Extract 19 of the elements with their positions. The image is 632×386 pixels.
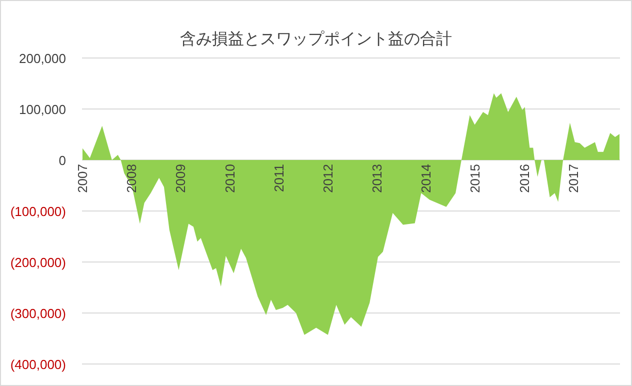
x-tick-label: 2016 — [516, 164, 532, 193]
x-tick-label: 2009 — [173, 164, 188, 193]
y-tick-label: (400,000) — [10, 357, 66, 372]
y-tick-label: (300,000) — [10, 306, 66, 321]
x-tick-label: 2007 — [75, 164, 90, 193]
y-tick-label: (200,000) — [10, 255, 66, 270]
x-tick-label: 2011 — [271, 164, 286, 192]
y-tick-label: 100,000 — [19, 102, 66, 117]
x-tick-label: 2012 — [320, 164, 336, 193]
chart-title: 含み損益とスワップポイント益の合計 — [180, 30, 452, 48]
x-tick-label: 2015 — [468, 164, 483, 193]
x-tick-label: 2008 — [124, 164, 140, 193]
y-tick-label: (100,000) — [10, 204, 66, 219]
x-tick-label: 2013 — [370, 164, 385, 193]
x-tick-label: 2010 — [222, 164, 238, 193]
y-tick-label: 200,000 — [19, 51, 66, 66]
x-tick-label: 2014 — [418, 164, 434, 193]
y-tick-label: 0 — [58, 153, 66, 168]
x-tick-label: 2017 — [566, 164, 581, 193]
